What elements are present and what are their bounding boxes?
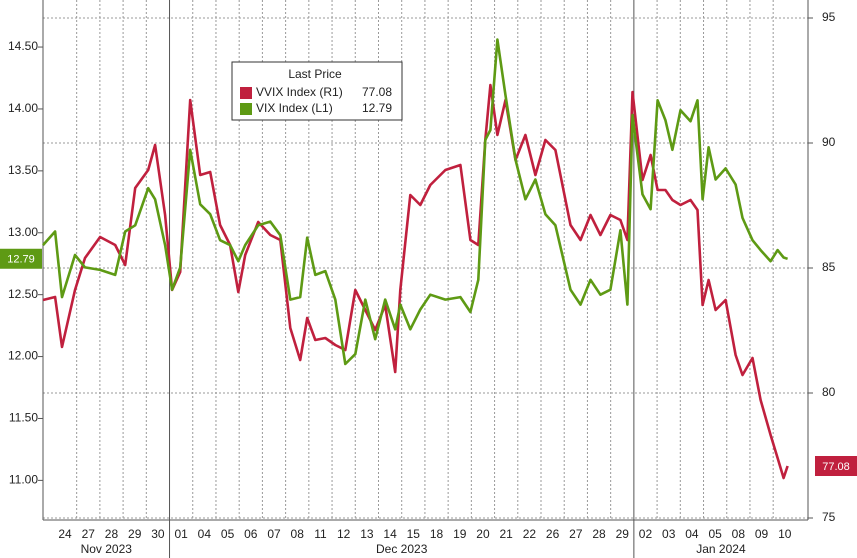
x-tick-label: 08: [291, 527, 305, 541]
x-tick-label: 18: [430, 527, 444, 541]
x-group-label: Dec 2023: [376, 542, 428, 556]
legend: Last Price VVIX Index (R1) 77.08 VIX Index …: [231, 61, 403, 121]
x-tick-label: 22: [523, 527, 537, 541]
y-tick-label: 13.50: [8, 163, 38, 177]
legend-value: 77.08: [362, 85, 392, 99]
y2-tick-label: 95: [822, 10, 836, 24]
x-tick-label: 30: [151, 527, 165, 541]
y2-tick-label: 75: [822, 510, 836, 524]
x-tick-label: 26: [546, 527, 560, 541]
last-value-badge: [815, 456, 857, 476]
x-group-label: Jan 2024: [696, 542, 746, 556]
y2-tick-label: 90: [822, 135, 836, 149]
x-tick-label: 14: [383, 527, 397, 541]
x-tick-label: 01: [174, 527, 188, 541]
y2-tick-label: 80: [822, 385, 836, 399]
x-tick-label: 24: [58, 527, 72, 541]
x-tick-label: 15: [407, 527, 421, 541]
labels: 11.00 11.50 12.00 12.50 13.00 13.50 14.00 14.50…: [0, 10, 857, 556]
y-tick-label: 13.00: [8, 225, 38, 239]
last-value-label: 12.79: [7, 254, 35, 266]
y-tick-label: 14.50: [8, 39, 38, 53]
y2-tick-label: 85: [822, 260, 836, 274]
x-tick-label: 05: [221, 527, 235, 541]
grid: [43, 0, 808, 558]
x-tick-label: 28: [105, 527, 119, 541]
axes: [38, 0, 813, 521]
x-tick-label: 27: [82, 527, 96, 541]
x-tick-label: 12: [337, 527, 351, 541]
x-tick-label: 28: [592, 527, 606, 541]
x-tick-label: 11: [314, 527, 327, 541]
x-tick-label: 04: [198, 527, 212, 541]
last-value-label: 77.08: [822, 461, 850, 473]
y-tick-label: 11.00: [9, 473, 38, 487]
y-tick-label: 12.00: [8, 349, 38, 363]
last-value-badge: [0, 248, 42, 269]
x-tick-label: 27: [569, 527, 583, 541]
x-tick-label: 08: [732, 527, 746, 541]
lines: [42, 38, 789, 480]
x-tick-label: 03: [662, 527, 676, 541]
y-tick-label: 12.50: [8, 287, 38, 301]
x-tick-label: 21: [499, 527, 513, 541]
x-tick-label: 04: [685, 527, 699, 541]
x-tick-label: 07: [267, 527, 281, 541]
x-tick-label: 10: [778, 527, 792, 541]
legend-value: 12.79: [362, 101, 392, 115]
x-tick-label: 19: [453, 527, 467, 541]
series-line: [42, 38, 789, 366]
legend-label: VIX Index (L1): [256, 101, 333, 115]
x-tick-label: 05: [708, 527, 722, 541]
x-tick-label: 29: [128, 527, 142, 541]
x-tick-label: 06: [244, 527, 258, 541]
x-tick-label: 02: [639, 527, 653, 541]
y-tick-label: 11.50: [9, 411, 38, 425]
legend-swatch: [240, 103, 252, 115]
x-tick-label: 29: [616, 527, 630, 541]
legend-swatch: [240, 87, 252, 99]
x-tick-label: 13: [360, 527, 374, 541]
x-tick-label: 09: [755, 527, 769, 541]
y-tick-label: 14.00: [8, 101, 38, 115]
legend-box: [231, 61, 403, 121]
legend-title: Last Price: [288, 67, 342, 81]
x-group-label: Nov 2023: [81, 542, 133, 556]
x-tick-label: 20: [476, 527, 490, 541]
legend-label: VVIX Index (R1): [256, 85, 343, 99]
